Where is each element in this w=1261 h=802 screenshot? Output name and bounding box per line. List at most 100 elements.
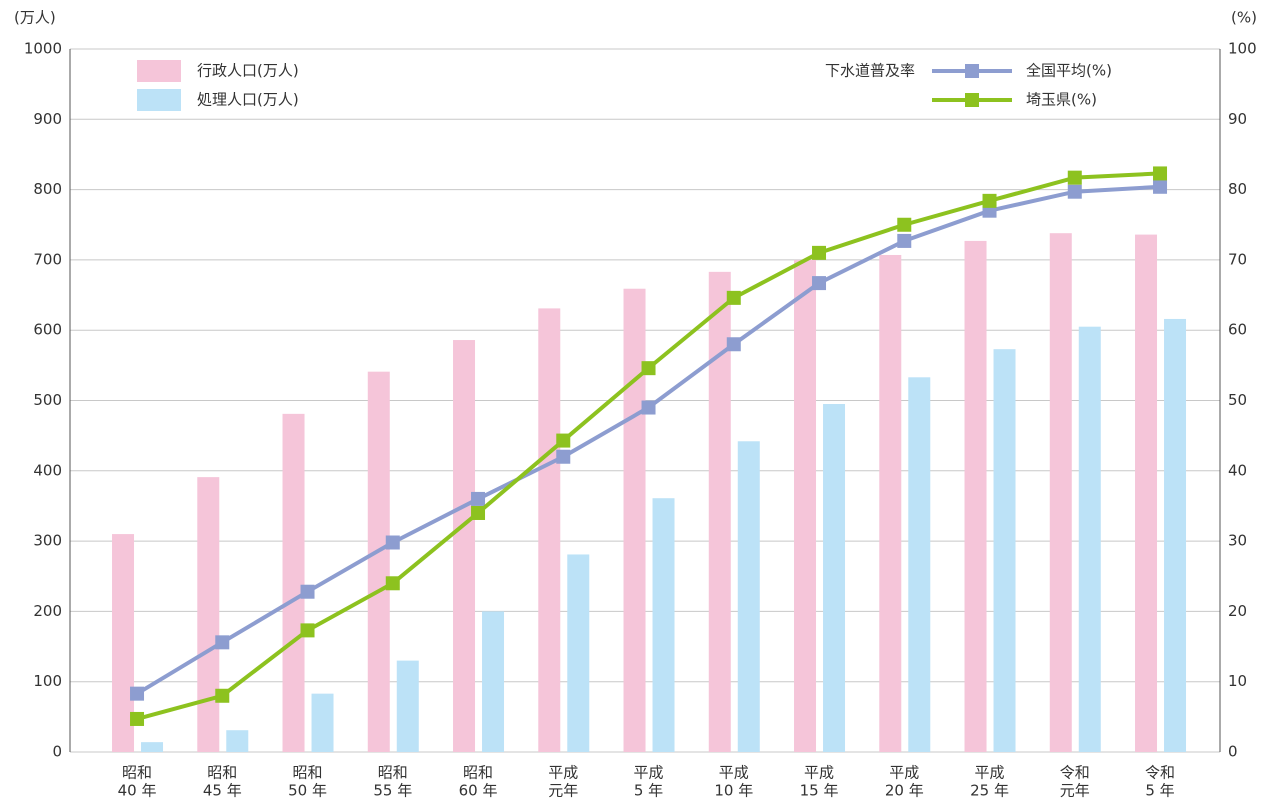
- y-tick-label: 700: [33, 250, 62, 268]
- y-tick-label: 1000: [24, 40, 62, 58]
- y2-tick-label: 100: [1228, 40, 1257, 58]
- marker: [556, 449, 571, 464]
- legend-marker: [965, 93, 979, 107]
- marker: [215, 688, 230, 703]
- bar: [1078, 326, 1101, 752]
- bar: [396, 660, 419, 752]
- x-tick-label: 令和: [1060, 764, 1090, 782]
- bar: [652, 498, 675, 752]
- marker: [812, 245, 827, 260]
- legend-title: 下水道普及率: [825, 62, 915, 80]
- bar: [311, 693, 334, 752]
- marker: [641, 361, 656, 376]
- x-tick-label: 昭和: [378, 764, 408, 782]
- legend-label: 処理人口(万人): [197, 91, 299, 109]
- marker: [1153, 179, 1168, 194]
- x-tick-label: 5 年: [634, 782, 663, 800]
- bar: [993, 349, 1016, 752]
- x-tick-label: 40 年: [118, 782, 157, 800]
- x-tick-label: 50 年: [288, 782, 327, 800]
- y-tick-label: 200: [33, 602, 62, 620]
- marker: [130, 711, 145, 726]
- marker: [726, 337, 741, 352]
- marker: [1067, 184, 1082, 199]
- bar: [879, 254, 902, 752]
- y-tick-label: 600: [33, 321, 62, 339]
- bar: [197, 477, 220, 752]
- bar: [908, 377, 931, 752]
- x-tick-label: 昭和: [207, 764, 237, 782]
- x-tick-label: 60 年: [459, 782, 498, 800]
- legend-label: 埼玉県(%): [1026, 91, 1097, 109]
- marker: [130, 686, 145, 701]
- x-tick-label: 元年: [1060, 782, 1090, 800]
- marker: [641, 400, 656, 415]
- x-tick-label: 令和: [1145, 764, 1175, 782]
- legend-marker: [965, 64, 979, 78]
- legend-label: 行政人口(万人): [197, 62, 299, 80]
- x-tick-label: 15 年: [800, 782, 839, 800]
- bar: [737, 441, 760, 752]
- y-tick-label: 300: [33, 532, 62, 550]
- x-tick-label: 20 年: [885, 782, 924, 800]
- bar: [1164, 318, 1187, 752]
- bar: [708, 271, 731, 752]
- y2-tick-label: 20: [1228, 602, 1247, 620]
- y2-tick-label: 90: [1228, 110, 1247, 128]
- y-tick-label: 0: [52, 743, 62, 761]
- y-tick-label: 500: [33, 391, 62, 409]
- marker: [471, 491, 486, 506]
- y-tick-label: 400: [33, 461, 62, 479]
- marker: [385, 576, 400, 591]
- legend-swatch: [137, 89, 181, 111]
- marker: [300, 623, 315, 638]
- x-tick-label: 平成: [548, 764, 578, 782]
- x-tick-label: 平成: [975, 764, 1005, 782]
- x-tick-label: 25 年: [970, 782, 1009, 800]
- y2-tick-label: 80: [1228, 180, 1247, 198]
- y-tick-label: 800: [33, 180, 62, 198]
- marker: [385, 535, 400, 550]
- y2-tick-label: 30: [1228, 532, 1247, 550]
- marker: [897, 233, 912, 248]
- bar: [1135, 234, 1158, 753]
- bar: [567, 554, 590, 752]
- bar: [226, 730, 249, 752]
- marker: [1153, 166, 1168, 181]
- legend-swatch: [137, 60, 181, 82]
- y-axis-label: (万人): [14, 9, 56, 27]
- x-tick-label: 55 年: [373, 782, 412, 800]
- y-tick-label: 100: [33, 672, 62, 690]
- bar: [482, 611, 505, 752]
- x-tick-label: 昭和: [122, 764, 152, 782]
- marker: [1067, 170, 1082, 185]
- marker: [897, 217, 912, 232]
- x-tick-label: 昭和: [293, 764, 323, 782]
- bar: [538, 308, 561, 752]
- bar: [141, 742, 164, 752]
- marker: [556, 433, 571, 448]
- bar: [794, 259, 817, 752]
- x-tick-label: 平成: [719, 764, 749, 782]
- bar: [453, 340, 476, 752]
- marker: [812, 276, 827, 291]
- marker: [300, 584, 315, 599]
- y2-axis-label: (%): [1231, 9, 1257, 27]
- x-tick-label: 昭和: [463, 764, 493, 782]
- y-tick-label: 900: [33, 110, 62, 128]
- bar: [282, 413, 305, 752]
- bar: [964, 240, 987, 752]
- y2-tick-label: 0: [1228, 743, 1238, 761]
- y2-tick-label: 10: [1228, 672, 1247, 690]
- y2-tick-label: 60: [1228, 321, 1247, 339]
- marker: [471, 505, 486, 520]
- x-tick-label: 45 年: [203, 782, 242, 800]
- bar: [623, 288, 646, 752]
- y2-tick-label: 70: [1228, 250, 1247, 268]
- y2-tick-label: 50: [1228, 391, 1247, 409]
- x-tick-label: 元年: [548, 782, 578, 800]
- x-tick-label: 5 年: [1145, 782, 1174, 800]
- y2-tick-label: 40: [1228, 461, 1247, 479]
- x-tick-label: 平成: [889, 764, 919, 782]
